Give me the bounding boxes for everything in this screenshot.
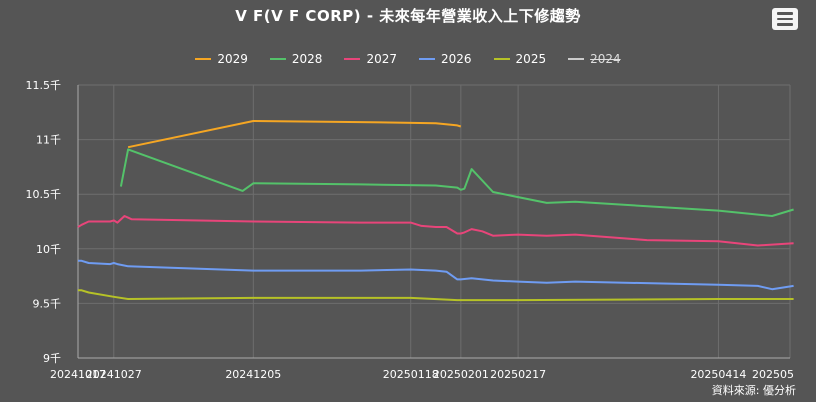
legend-item-2024[interactable]: 2024 (568, 52, 621, 66)
legend-item-2028[interactable]: 2028 (269, 52, 323, 66)
legend-item-2029[interactable]: 2029 (195, 52, 248, 66)
x-tick-label: 202505 (752, 368, 794, 381)
y-tick-label: 11.5千 (26, 79, 62, 92)
chart-title: V F(V F CORP) - 未來每年營業收入上下修趨勢 (235, 7, 581, 25)
x-tick-label: 20250201 (433, 368, 489, 381)
x-tick-label: 20241205 (225, 368, 281, 381)
legend-label: 2027 (366, 52, 397, 66)
legend-label: 2026 (441, 52, 472, 66)
series-line-2029 (127, 120, 462, 149)
legend-swatch (195, 58, 212, 60)
source-note: 資料來源: 優分析 (711, 384, 796, 397)
legend-swatch (344, 58, 361, 60)
series-line-2026 (78, 259, 794, 291)
series-line-2028 (119, 148, 794, 217)
legend-item-2027[interactable]: 2027 (344, 52, 397, 66)
legend-item-2026[interactable]: 2026 (419, 52, 472, 66)
legend-swatch (568, 58, 585, 60)
x-tick-label: 20241027 (86, 368, 142, 381)
legend-label: 2024 (590, 52, 621, 66)
x-tick-label: 20250414 (690, 368, 746, 381)
y-tick-label: 9.5千 (33, 297, 62, 310)
legend-label: 2028 (291, 52, 323, 66)
series-line-2027 (77, 215, 794, 247)
y-tick-label: 11千 (36, 134, 61, 147)
hamburger-menu-icon (777, 12, 793, 15)
hamburger-menu-icon-bar (777, 17, 793, 21)
y-tick-label: 10.5千 (26, 188, 62, 201)
chart-legend: 2029 2028 2027 2026 2025 2024 (0, 52, 816, 66)
x-tick-label: 20241017 (50, 368, 106, 381)
legend-swatch (269, 58, 286, 60)
series-lines (77, 120, 794, 302)
legend-label: 2029 (217, 52, 248, 66)
hamburger-menu-icon-bar (777, 23, 793, 26)
series-line-2025 (78, 289, 794, 302)
y-tick-label: 9千 (43, 352, 61, 365)
legend-label: 2025 (515, 52, 547, 66)
chart-menu-button[interactable] (772, 8, 798, 30)
x-tick-label: 20250118 (383, 368, 439, 381)
legend-item-2025[interactable]: 2025 (493, 52, 547, 66)
legend-swatch (419, 58, 435, 60)
y-tick-label: 10千 (36, 243, 61, 256)
x-tick-label: 20250217 (490, 368, 546, 381)
legend-swatch (493, 58, 510, 60)
gridlines (77, 84, 791, 359)
